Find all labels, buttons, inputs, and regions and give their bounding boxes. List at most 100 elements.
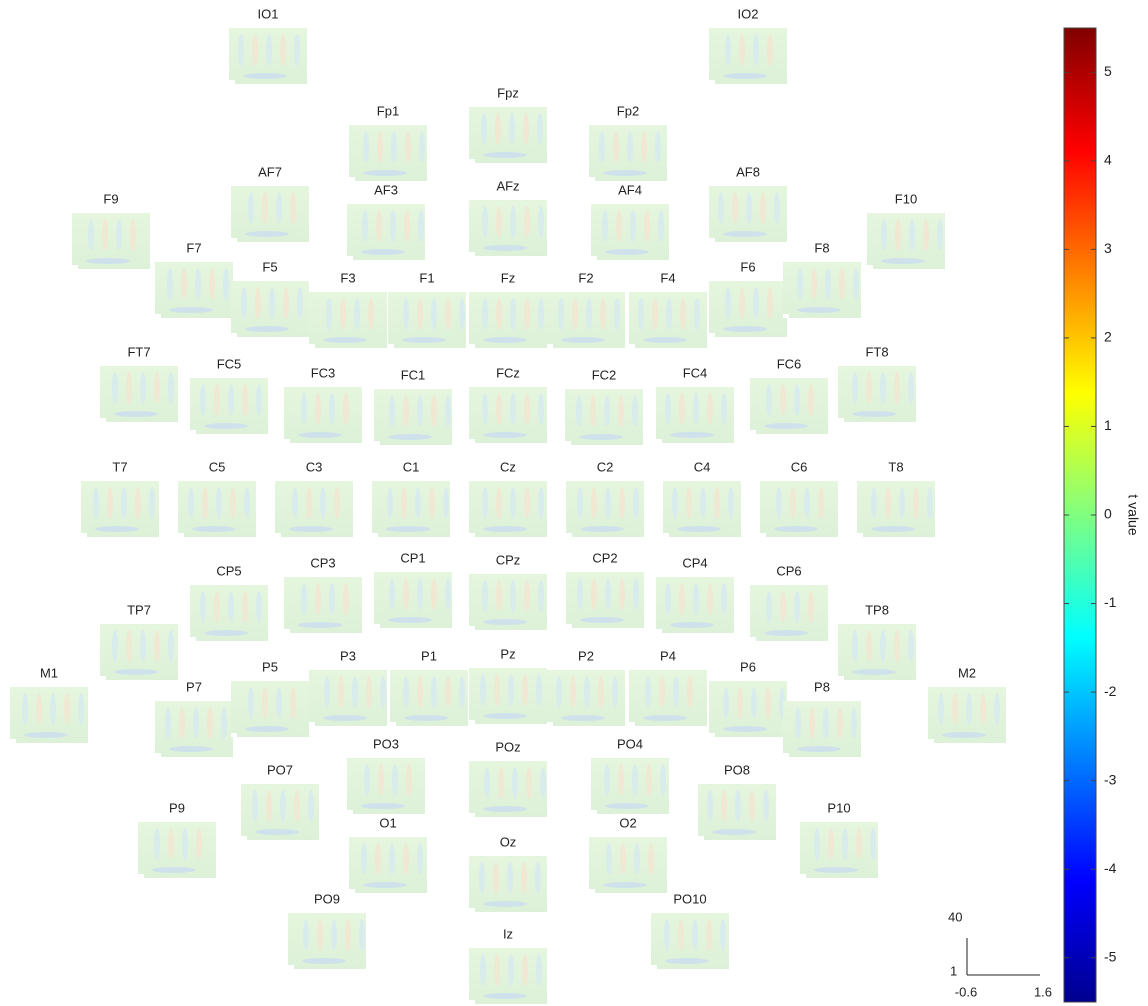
texture: [389, 843, 395, 875]
texture: [584, 676, 590, 708]
notch: [547, 344, 553, 348]
texture: [881, 219, 887, 251]
notch: [469, 439, 475, 443]
scale-freq-max: 40: [948, 909, 962, 924]
texture: [605, 578, 611, 610]
texture: [510, 393, 516, 425]
notch: [469, 159, 475, 163]
texture: [600, 298, 606, 330]
texture: [707, 393, 713, 425]
electrode-label: CP1: [400, 550, 425, 565]
texture: [204, 423, 248, 429]
texture: [498, 767, 504, 799]
texture: [417, 843, 423, 875]
texture: [340, 298, 346, 330]
texture: [856, 828, 862, 860]
texture: [388, 434, 432, 440]
notch: [374, 441, 380, 445]
electrode: FC5: [190, 356, 268, 434]
texture: [417, 298, 423, 330]
texture: [368, 298, 374, 330]
notch: [629, 344, 635, 348]
texture: [604, 764, 610, 796]
colorbar-tick-label: 2: [1104, 329, 1112, 345]
notch: [783, 753, 789, 757]
texture: [323, 715, 367, 721]
texture: [482, 580, 488, 612]
texture: [866, 372, 872, 404]
texture: [243, 73, 287, 79]
texture: [363, 170, 407, 176]
texture: [524, 580, 530, 612]
notch: [81, 533, 87, 537]
notch: [372, 533, 378, 537]
notch: [288, 965, 294, 969]
texture: [403, 676, 409, 708]
texture: [483, 901, 527, 907]
electrode-label: PO3: [373, 736, 399, 751]
texture: [378, 764, 384, 796]
texture: [660, 764, 666, 796]
texture: [725, 34, 731, 66]
texture: [303, 919, 309, 951]
texture: [828, 828, 834, 860]
texture: [483, 806, 527, 812]
colorbar: t value -5-4-3-2-1012345: [1064, 28, 1141, 1002]
colorbar-label: t value: [1125, 494, 1141, 535]
colorbar-tick-label: -5: [1104, 948, 1117, 964]
electrode: CP1: [374, 550, 452, 628]
electrode: PO3: [347, 736, 425, 814]
texture: [362, 210, 368, 242]
texture: [135, 487, 141, 519]
electrode-label: P5: [262, 659, 278, 674]
electrode: Iz: [469, 926, 547, 1004]
texture: [746, 192, 752, 224]
electrode-label: CP3: [310, 555, 335, 570]
electrode-label: PO10: [673, 891, 706, 906]
texture: [483, 619, 527, 625]
texture: [149, 487, 155, 519]
electrode: IO2: [709, 6, 787, 84]
texture: [723, 73, 767, 79]
texture: [823, 707, 829, 739]
texture: [112, 630, 118, 662]
texture: [579, 434, 623, 440]
texture: [508, 674, 514, 706]
texture: [670, 622, 714, 628]
texture: [415, 487, 421, 519]
texture: [298, 432, 342, 438]
electrode-label: C5: [209, 459, 226, 474]
texture: [604, 395, 610, 427]
texture: [881, 258, 925, 264]
electrode-label: IO2: [738, 6, 759, 21]
notch: [347, 256, 353, 260]
texture: [266, 790, 272, 822]
texture: [521, 862, 527, 894]
texture: [764, 423, 808, 429]
texture: [672, 487, 678, 519]
texture: [483, 337, 527, 343]
electrode: Fp2: [589, 103, 667, 181]
texture: [523, 113, 529, 145]
texture: [431, 676, 437, 708]
notch: [349, 177, 355, 181]
electrode-label: CP6: [776, 563, 801, 578]
notch: [241, 836, 247, 840]
notch: [388, 344, 394, 348]
texture: [102, 219, 108, 251]
texture: [114, 411, 158, 417]
texture: [677, 526, 721, 532]
texture: [880, 630, 886, 662]
electrode-label: AF8: [736, 164, 760, 179]
texture: [130, 219, 136, 251]
colorbar-tick-label: 0: [1104, 506, 1112, 522]
texture: [645, 676, 651, 708]
notch: [100, 676, 106, 680]
texture: [737, 687, 743, 719]
texture: [298, 622, 342, 628]
electrode: M1: [10, 665, 88, 743]
electrode-label: TP7: [127, 602, 151, 617]
texture: [994, 693, 1000, 725]
texture: [808, 384, 814, 416]
scale-time-max: 1.6: [1034, 984, 1052, 999]
